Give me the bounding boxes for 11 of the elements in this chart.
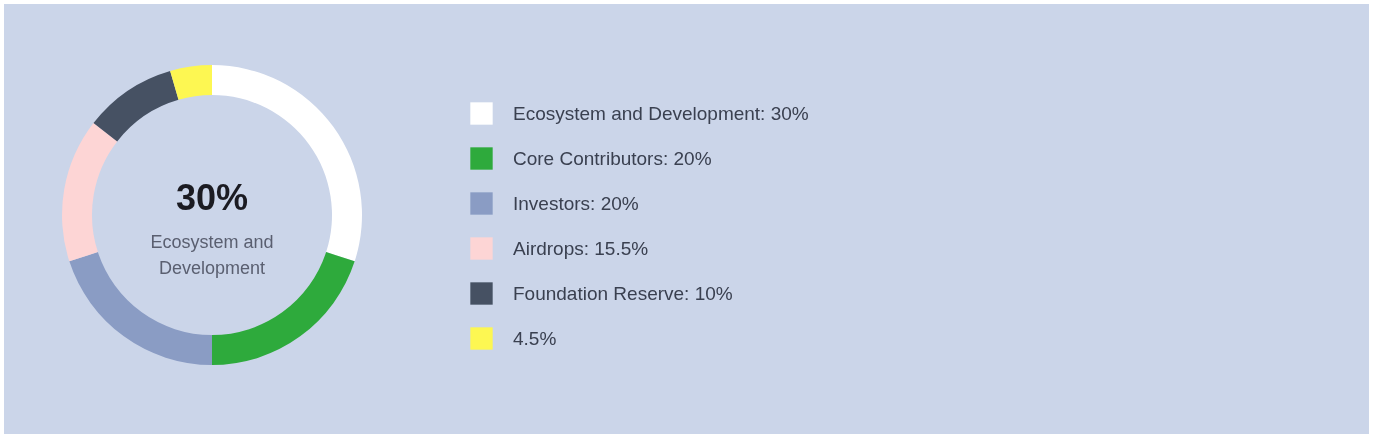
legend-label: Foundation Reserve: 10%	[513, 282, 733, 304]
legend-label: Investors: 20%	[513, 192, 639, 214]
legend-label: 4.5%	[513, 327, 557, 349]
legend-label: Ecosystem and Development: 30%	[513, 102, 809, 124]
text: 30%	[175, 177, 249, 218]
donut-slice	[170, 65, 212, 100]
legend-label: Airdrops: 15.5%	[513, 237, 649, 259]
donut-slice	[62, 123, 118, 262]
text: Ecosystem and Development	[150, 232, 274, 278]
donut-slice	[93, 70, 179, 142]
legend-label: Core Contributors: 20%	[513, 147, 712, 169]
